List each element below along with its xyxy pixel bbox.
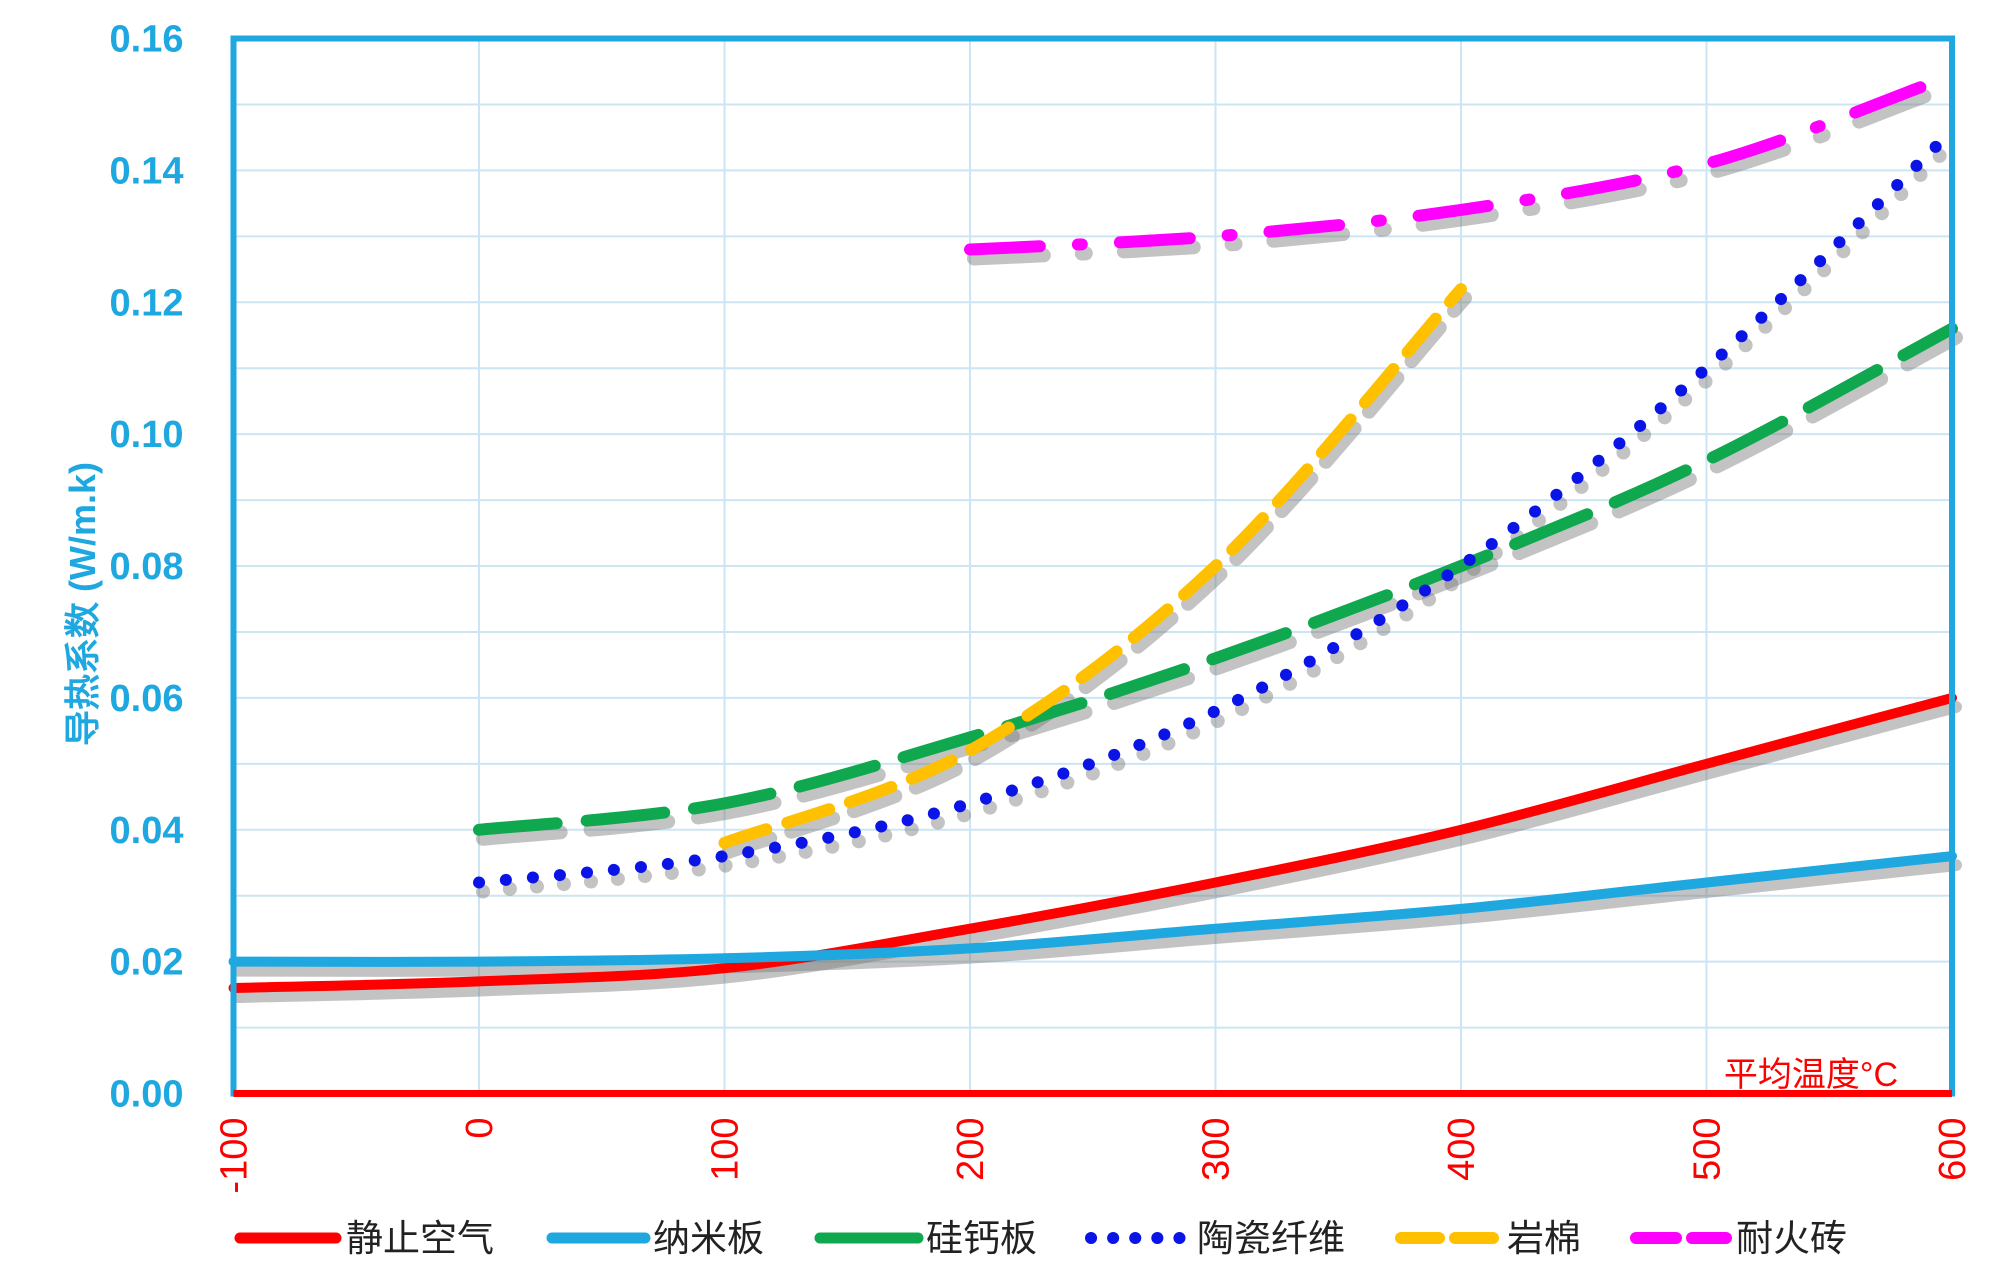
x-tick-label: 300 — [1196, 1118, 1238, 1181]
legend-item-still-air: 静止空气 — [234, 1218, 494, 1259]
series-shadow-still-air — [231, 700, 1962, 1003]
x-tick-label: -100 — [214, 1118, 256, 1194]
series-shadow-ceramic-fiber — [476, 132, 1963, 899]
series-shadow-rock-wool — [721, 291, 1472, 859]
legend-label: 耐火砖 — [1736, 1218, 1847, 1259]
y-tick-label: 0.06 — [110, 678, 184, 720]
x-axis-title: 平均温度°C — [1724, 1056, 1898, 1094]
legend-label: 纳米板 — [653, 1218, 764, 1259]
series-shadow-calcium-silicate-board — [476, 330, 1963, 846]
legend-label: 岩棉 — [1507, 1218, 1581, 1259]
plot-frame — [230, 35, 1955, 1097]
y-axis-title: 导热系数 (W/m.k) — [62, 462, 103, 746]
legend-label: 陶瓷纤维 — [1197, 1218, 1345, 1259]
series-shadow-firebrick — [967, 86, 1939, 266]
series-line-firebrick — [964, 78, 1934, 256]
legend-item-firebrick: 耐火砖 — [1630, 1218, 1847, 1259]
legend-item-rock-wool: 岩棉 — [1395, 1218, 1581, 1259]
series-shadow-nano-board — [231, 859, 1962, 977]
x-tick-labels: -100 0 100 200 300 400 500 600 — [214, 1118, 1975, 1194]
y-tick-label: 0.12 — [110, 282, 184, 324]
legend-item-calcium-silicate-board: 硅钙板 — [814, 1218, 1037, 1259]
x-tick-label: 100 — [705, 1118, 747, 1181]
series-line-still-air — [228, 692, 1957, 993]
series-line-calcium-silicate-board — [473, 322, 1958, 836]
x-tick-label: 200 — [950, 1118, 992, 1181]
y-tick-label: 0.16 — [110, 19, 184, 61]
x-tick-label: 500 — [1687, 1118, 1729, 1181]
y-tick-label: 0.02 — [110, 942, 184, 984]
legend-item-nano-board: 纳米板 — [546, 1218, 764, 1259]
y-tick-label: 0.14 — [110, 150, 184, 192]
legend-label: 静止空气 — [346, 1218, 494, 1259]
x-tick-label: 600 — [1932, 1118, 1974, 1181]
grid — [233, 38, 1952, 1094]
legend: 静止空气 纳米板 硅钙板 陶瓷纤维 岩棉 耐火砖 — [234, 1218, 1847, 1259]
legend-label: 硅钙板 — [926, 1218, 1037, 1259]
series-shadows — [231, 86, 1963, 1003]
legend-item-ceramic-fiber: 陶瓷纤维 — [1085, 1218, 1345, 1259]
y-tick-label: 0.08 — [110, 546, 184, 588]
y-tick-labels: 0.00 0.02 0.04 0.06 0.08 0.10 0.12 0.14 0.16 — [110, 19, 184, 1116]
y-tick-label: 0.10 — [110, 414, 184, 456]
x-tick-label: 0 — [459, 1118, 501, 1139]
y-tick-label: 0.04 — [110, 810, 184, 852]
series-lines — [228, 78, 1958, 993]
series-line-ceramic-fiber — [473, 124, 1958, 889]
series-line-nano-board — [228, 851, 1957, 967]
series-line-rock-wool — [718, 283, 1467, 849]
x-tick-label: 400 — [1441, 1118, 1483, 1181]
y-tick-label: 0.00 — [110, 1074, 184, 1116]
